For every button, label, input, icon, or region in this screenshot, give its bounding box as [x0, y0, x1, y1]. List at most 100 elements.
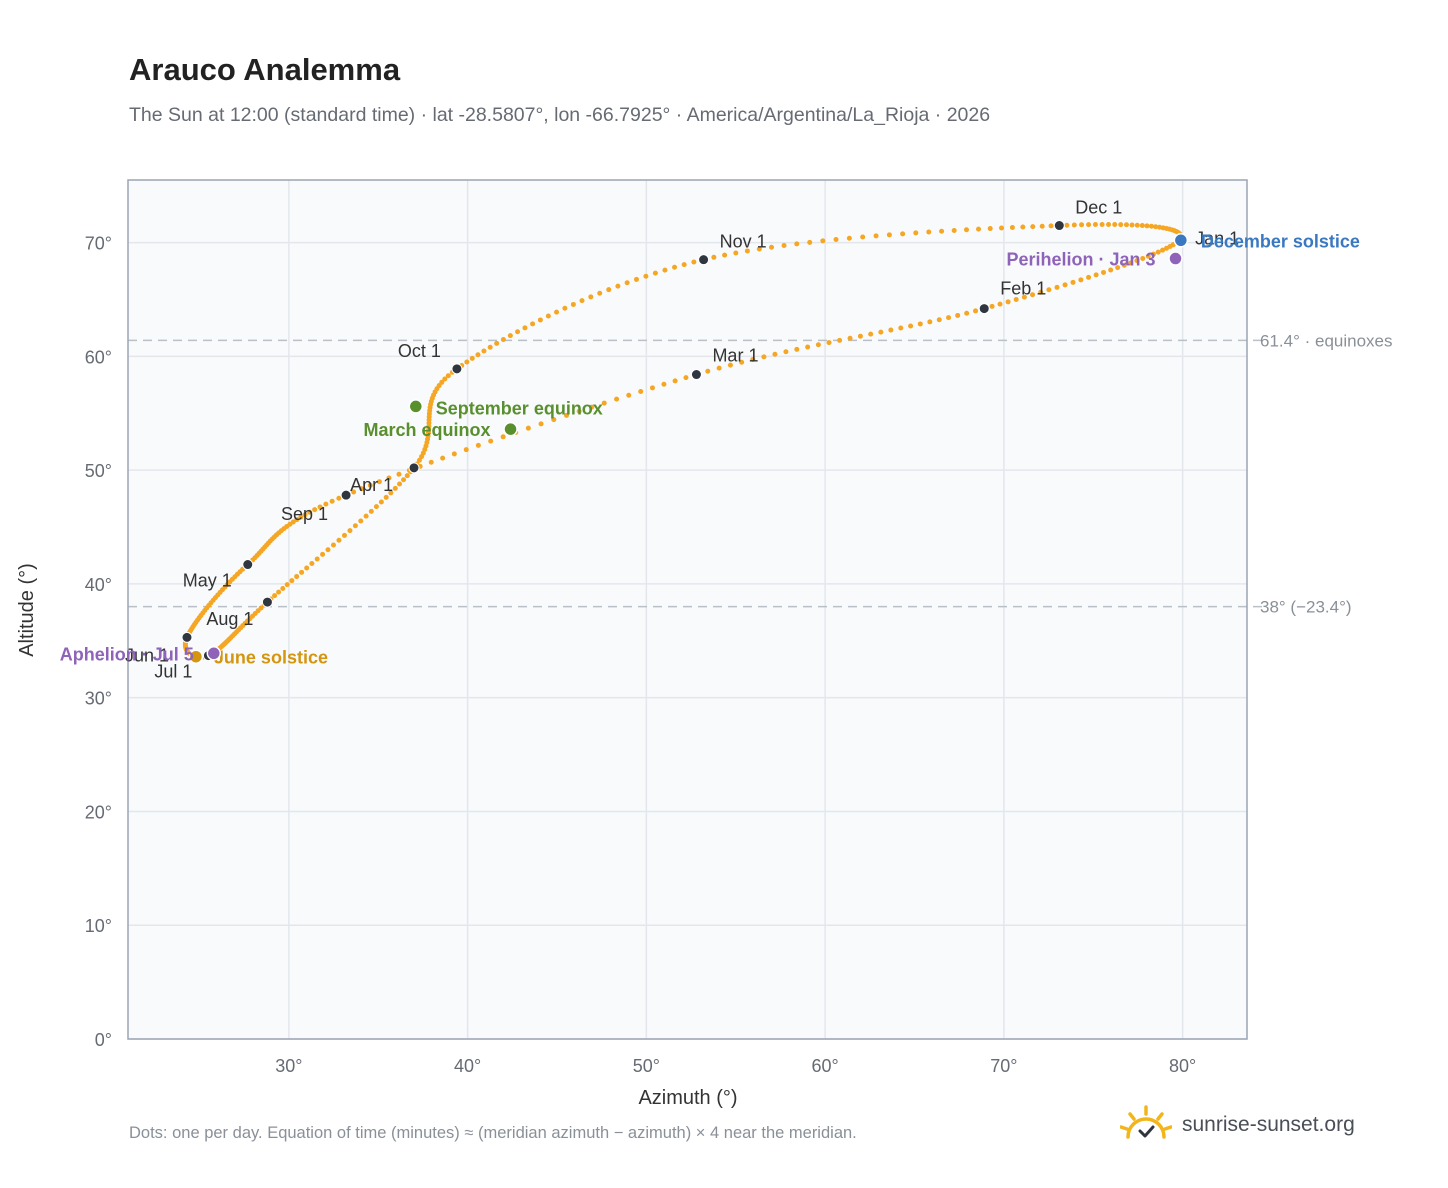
month-marker — [408, 462, 420, 474]
daily-dot — [705, 368, 711, 374]
daily-dot — [601, 400, 607, 406]
daily-dot — [451, 451, 457, 457]
daily-dot — [900, 231, 906, 237]
daily-dot — [401, 477, 407, 483]
daily-dot — [562, 305, 568, 311]
daily-dot — [507, 333, 513, 339]
daily-dot — [1048, 223, 1054, 229]
daily-dot — [987, 226, 993, 232]
daily-dot — [936, 317, 942, 323]
event-label: Perihelion · Jan 3 — [1006, 250, 1155, 270]
month-label: Mar 1 — [712, 346, 758, 366]
daily-dot — [868, 331, 874, 337]
daily-dot — [939, 228, 945, 234]
daily-dot — [545, 313, 551, 319]
month-label: Nov 1 — [720, 232, 767, 252]
daily-dot — [363, 513, 369, 519]
daily-dot — [744, 248, 750, 254]
daily-dot — [347, 528, 353, 534]
daily-dot — [626, 392, 632, 398]
daily-dot — [351, 489, 357, 495]
event-marker — [503, 421, 518, 437]
month-marker — [261, 596, 273, 608]
daily-dot — [1086, 222, 1092, 228]
daily-dot — [997, 301, 1003, 307]
daily-dot — [323, 501, 329, 507]
y-tick-label: 0° — [95, 1030, 112, 1050]
daily-dot — [317, 504, 323, 510]
reference-line-label: 61.4° · equinoxes — [1260, 331, 1393, 350]
daily-dot — [469, 355, 475, 361]
daily-dot — [716, 365, 722, 371]
month-label: May 1 — [183, 571, 232, 591]
daily-dot — [826, 340, 832, 346]
y-axis-label: Altitude (°) — [16, 563, 38, 657]
chart-subtitle: The Sun at 12:00 (standard time) · lat -… — [129, 104, 991, 126]
daily-dot — [298, 514, 304, 520]
y-tick-label: 70° — [85, 234, 112, 254]
daily-dot — [487, 344, 493, 350]
daily-dot — [428, 459, 434, 465]
daily-dot — [570, 301, 576, 307]
plot-background — [128, 180, 1247, 1039]
brand[interactable]: sunrise-sunset.org — [1120, 1100, 1355, 1150]
plot-frame — [127, 179, 1248, 1040]
daily-dot — [1153, 224, 1159, 230]
daily-dot — [769, 244, 775, 250]
daily-dot — [500, 337, 506, 343]
daily-dot — [722, 252, 728, 258]
daily-dot — [442, 376, 448, 382]
daily-dot — [464, 359, 470, 365]
reference-line-label: 38° (−23.4°) — [1260, 598, 1352, 617]
daily-dot — [761, 354, 767, 360]
daily-dot — [783, 349, 789, 355]
daily-dot — [341, 532, 347, 538]
daily-dot — [1129, 222, 1135, 228]
daily-dot — [681, 262, 687, 268]
daily-dot — [1086, 274, 1092, 280]
event-marker — [1173, 233, 1189, 248]
daily-dot — [739, 359, 745, 365]
daily-dot — [276, 589, 282, 595]
reference-lines: 61.4° · equinoxes 38° (−23.4°) — [128, 331, 1393, 617]
daily-dot — [888, 327, 894, 333]
daily-dot — [352, 523, 358, 529]
daily-dot — [917, 321, 923, 327]
daily-dot — [873, 233, 879, 239]
daily-dot — [1155, 249, 1161, 255]
daily-dot — [597, 290, 603, 296]
daily-dot — [624, 280, 630, 286]
daily-dot — [294, 517, 300, 523]
daily-dot — [1078, 277, 1084, 283]
daily-dot — [1062, 282, 1068, 288]
daily-dot — [588, 294, 594, 300]
month-label: Jun 1 — [125, 645, 169, 665]
y-tick-label: 10° — [85, 916, 112, 936]
month-label: Dec 1 — [1075, 198, 1122, 218]
daily-dot — [794, 241, 800, 247]
daily-dot — [1118, 222, 1124, 228]
daily-dot — [302, 512, 308, 518]
daily-dot — [376, 479, 382, 485]
daily-dot — [807, 239, 813, 245]
daily-dot — [1071, 222, 1077, 228]
month-label: Jan 1 — [1195, 228, 1239, 248]
daily-dot — [1070, 279, 1076, 285]
month-label: Sep 1 — [281, 504, 328, 524]
daily-dot — [330, 542, 336, 548]
daily-dot — [1054, 284, 1060, 290]
event-marker — [1168, 251, 1183, 266]
daily-dot — [294, 574, 300, 580]
daily-dot — [1009, 224, 1015, 230]
month-marker — [242, 559, 254, 571]
month-marker — [698, 254, 710, 266]
daily-dot — [309, 561, 315, 567]
daily-dot — [772, 351, 778, 357]
daily-dot — [860, 234, 866, 240]
daily-dot — [964, 310, 970, 316]
y-tick-label: 20° — [85, 802, 112, 822]
daily-dot — [515, 329, 521, 335]
month-marker — [978, 303, 990, 315]
daily-dot — [1092, 222, 1098, 228]
